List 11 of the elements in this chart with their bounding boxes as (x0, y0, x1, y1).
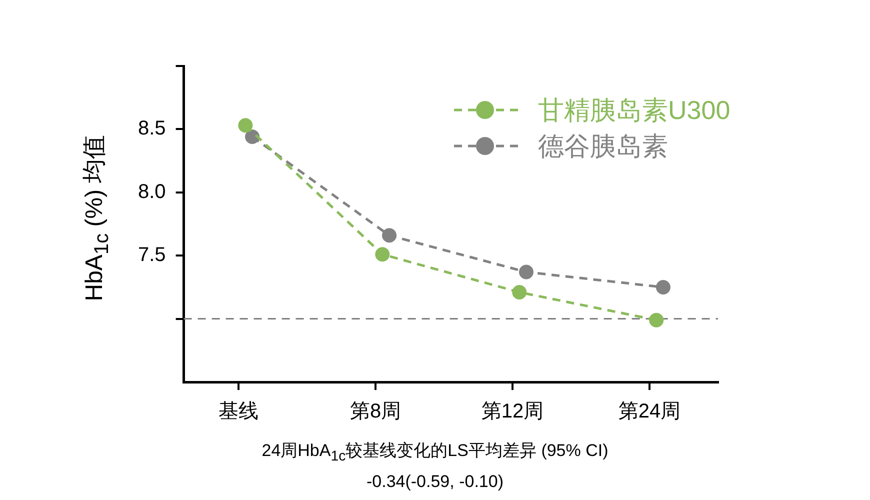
legend-label: 德谷胰岛素 (538, 130, 668, 162)
y-tick-label: 8.5 (138, 118, 166, 140)
text: -0.34(-0.59, -0.10) (365, 471, 504, 494)
x-tick-label: 第24周 (618, 400, 681, 423)
y-tick-label: 7.5 (138, 244, 166, 266)
x-tick-label: 第8周 (350, 400, 402, 423)
y-tick-label: 8.0 (138, 180, 166, 203)
legend-label: 甘精胰岛素U300 (538, 94, 730, 126)
x-tick-label: 基线 (218, 400, 259, 423)
x-tick-label: 第12周 (481, 400, 544, 423)
text: 24周HbA$_{1c}$较基线变化的LS平均差异 (95% CI) (260, 440, 610, 466)
